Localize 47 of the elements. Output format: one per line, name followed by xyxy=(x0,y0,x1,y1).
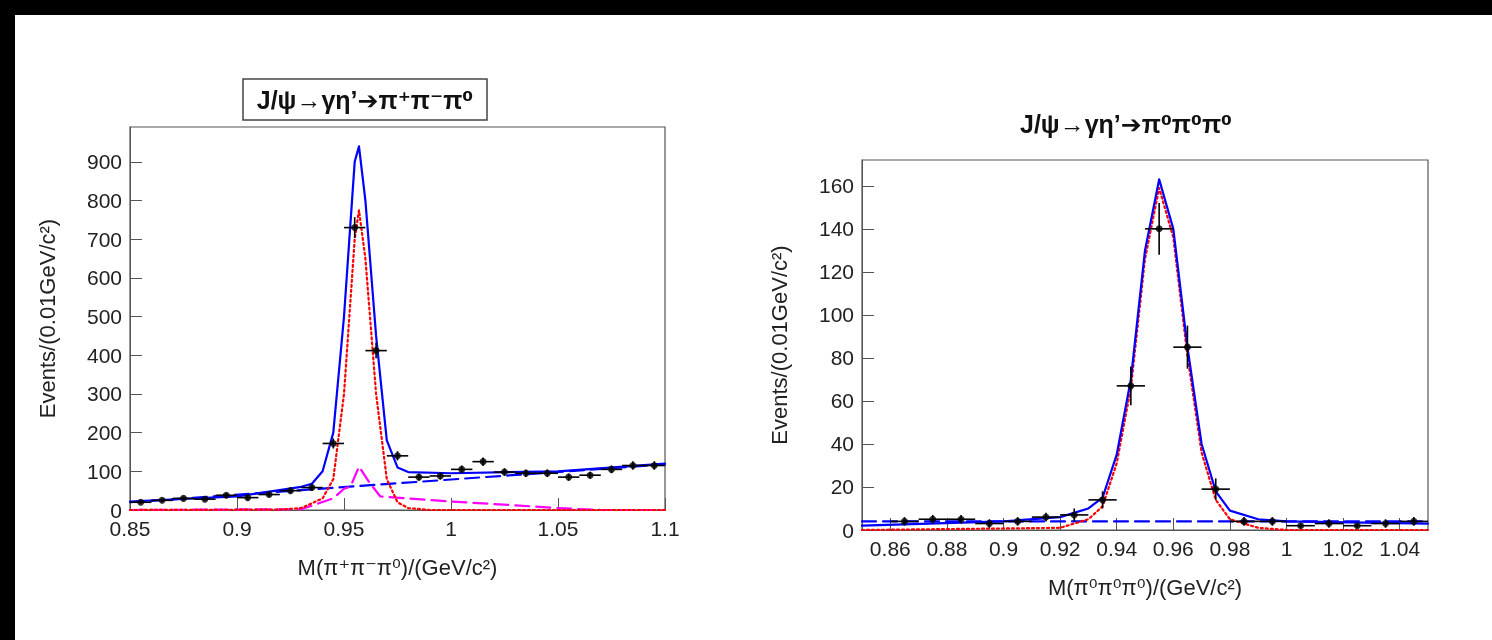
y-tick-label: 160 xyxy=(818,174,854,198)
y-tick-label: 300 xyxy=(86,382,122,406)
x-tick-label: 0.95 xyxy=(323,517,365,540)
y-tick-label: 60 xyxy=(830,389,854,413)
x-tick-label: 1 xyxy=(1280,537,1293,560)
y-tick-label: 400 xyxy=(86,343,122,367)
x-tick-label: 1.04 xyxy=(1379,537,1421,560)
y-tick-label: 0 xyxy=(842,518,854,542)
chart-title: J/ψ→γη’➔π⁺π⁻π⁰ xyxy=(256,85,474,114)
x-tick-label: 0.86 xyxy=(869,537,911,560)
x-tick-label: 0.9 xyxy=(988,537,1019,560)
y-tick-label: 140 xyxy=(818,217,854,241)
x-tick-label: 1.05 xyxy=(537,517,579,540)
point xyxy=(1212,485,1220,493)
x-tick-label: 1 xyxy=(445,517,457,540)
y-tick-label: 200 xyxy=(86,421,122,445)
y-tick-label: 600 xyxy=(86,266,122,290)
point xyxy=(1155,225,1163,233)
y-axis-title: Events/(0.01GeV/c²) xyxy=(766,245,792,445)
x-tick-label: 0.94 xyxy=(1096,537,1138,560)
point xyxy=(1099,496,1107,504)
y-axis-title: Events/(0.01GeV/c²) xyxy=(34,218,60,419)
y-tick-label: 120 xyxy=(818,260,854,284)
chart-title: J/ψ→γη’➔π⁰π⁰π⁰ xyxy=(1019,109,1233,138)
y-tick-label: 100 xyxy=(86,459,122,483)
x-tick-label: 0.96 xyxy=(1152,537,1194,560)
x-tick-label: 1.02 xyxy=(1322,537,1364,560)
x-axis-title: M(π⁰π⁰π⁰)/(GeV/c²) xyxy=(1047,574,1243,600)
x-axis-title: M(π⁺π⁻π⁰)/(GeV/c²) xyxy=(297,554,498,580)
point xyxy=(1183,343,1191,351)
y-tick-label: 700 xyxy=(86,227,122,251)
point xyxy=(1070,511,1078,519)
x-tick-label: 1.1 xyxy=(650,517,680,540)
y-tick-label: 40 xyxy=(830,432,854,456)
x-tick-label: 0.88 xyxy=(926,537,968,560)
y-tick-label: 800 xyxy=(86,189,122,213)
y-tick-label: 100 xyxy=(818,303,854,327)
point xyxy=(372,347,380,355)
point xyxy=(1127,382,1135,390)
point xyxy=(351,224,359,232)
y-tick-label: 900 xyxy=(86,150,122,174)
y-tick-label: 500 xyxy=(86,305,122,329)
y-tick-label: 80 xyxy=(830,346,854,370)
x-tick-label: 0.98 xyxy=(1209,537,1251,560)
x-tick-label: 0.9 xyxy=(222,517,252,540)
x-tick-label: 0.92 xyxy=(1039,537,1081,560)
y-tick-label: 20 xyxy=(830,475,854,499)
